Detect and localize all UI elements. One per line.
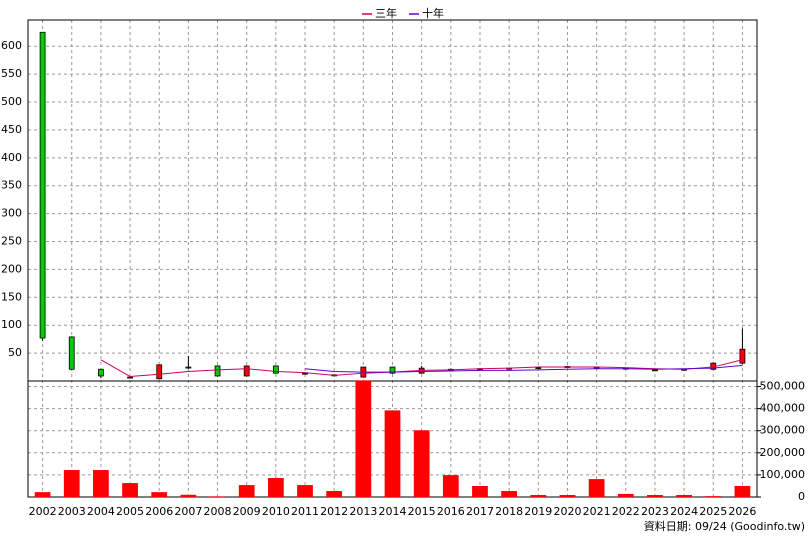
x-tick-label: 2018 bbox=[495, 505, 523, 518]
candle-body bbox=[302, 372, 308, 375]
volume-bar bbox=[530, 495, 547, 497]
volume-bar bbox=[238, 485, 255, 497]
y-tick-label: 400 bbox=[1, 151, 22, 164]
y-tick-label: 500 bbox=[1, 95, 22, 108]
legend-label: 三年 bbox=[375, 6, 397, 20]
candle-body bbox=[243, 365, 250, 377]
candle-body bbox=[39, 31, 46, 339]
x-tick-label: 2002 bbox=[29, 505, 57, 518]
volume-bar bbox=[297, 485, 313, 497]
x-tick-label: 2003 bbox=[58, 505, 86, 518]
x-tick-label: 2010 bbox=[262, 505, 290, 518]
volume-bar bbox=[63, 470, 80, 497]
volume-bar bbox=[209, 496, 226, 497]
x-tick-label: 2026 bbox=[728, 505, 756, 518]
y2-tick-label: 100,000 bbox=[760, 468, 806, 481]
ma-line bbox=[304, 364, 743, 373]
candle-body bbox=[68, 336, 75, 370]
volume-bar bbox=[588, 479, 605, 497]
candle-body bbox=[652, 369, 658, 372]
candle-body bbox=[98, 368, 104, 377]
x-tick-label: 2019 bbox=[524, 505, 552, 518]
volume-bar bbox=[267, 477, 284, 497]
y2-tick-label: 0 bbox=[798, 490, 805, 503]
y-tick-label: 350 bbox=[1, 179, 22, 192]
x-tick-label: 2006 bbox=[145, 505, 173, 518]
x-tick-label: 2023 bbox=[641, 505, 669, 518]
footer: 資料日期: 09/24 (Goodinfo.tw) bbox=[644, 519, 805, 533]
y-tick-label: 600 bbox=[1, 39, 22, 52]
y-tick-label: 300 bbox=[1, 207, 22, 220]
volume-bar bbox=[413, 430, 430, 497]
volume-bar bbox=[384, 410, 401, 497]
volume-bar bbox=[180, 494, 197, 497]
volume-bar bbox=[559, 495, 576, 497]
x-tick-label: 2016 bbox=[437, 505, 465, 518]
y-tick-label: 100 bbox=[1, 318, 22, 331]
y-tick-label: 250 bbox=[1, 235, 22, 248]
ma-line bbox=[100, 359, 743, 378]
x-tick-label: 2013 bbox=[349, 505, 377, 518]
volume-bar bbox=[34, 492, 51, 497]
candle-body bbox=[185, 366, 192, 369]
candle-body bbox=[272, 365, 279, 374]
y2-tick-label: 500,000 bbox=[760, 380, 806, 393]
volume-bar bbox=[355, 380, 372, 497]
legend-label: 十年 bbox=[422, 6, 444, 20]
x-tick-label: 2004 bbox=[87, 505, 115, 518]
volume-bar bbox=[705, 496, 722, 497]
x-tick-label: 2007 bbox=[174, 505, 202, 518]
candle-body bbox=[739, 348, 746, 364]
x-tick-label: 2011 bbox=[291, 505, 319, 518]
y-tick-label: 450 bbox=[1, 123, 22, 136]
x-tick-label: 2025 bbox=[699, 505, 727, 518]
candle-body bbox=[156, 364, 163, 380]
x-tick-label: 2024 bbox=[670, 505, 698, 518]
x-tick-label: 2022 bbox=[612, 505, 640, 518]
candle-body bbox=[214, 365, 221, 377]
volume-bar bbox=[442, 475, 459, 497]
candle-body bbox=[535, 367, 542, 370]
y-tick-label: 150 bbox=[1, 290, 22, 303]
volume-bar bbox=[93, 470, 109, 497]
y2-tick-label: 300,000 bbox=[760, 424, 806, 437]
x-tick-label: 2005 bbox=[116, 505, 144, 518]
volume-bar bbox=[501, 491, 518, 497]
volume-bar bbox=[326, 491, 343, 497]
candle-body bbox=[389, 366, 396, 374]
x-tick-label: 2017 bbox=[466, 505, 494, 518]
volume-bar bbox=[617, 493, 634, 497]
x-tick-label: 2008 bbox=[204, 505, 232, 518]
y2-tick-label: 400,000 bbox=[760, 402, 806, 415]
x-tick-label: 2014 bbox=[379, 505, 407, 518]
x-tick-label: 2021 bbox=[583, 505, 611, 518]
y2-tick-label: 200,000 bbox=[760, 446, 806, 459]
volume-bar bbox=[734, 485, 751, 497]
y-tick-label: 550 bbox=[1, 67, 22, 80]
volume-bar bbox=[122, 483, 138, 497]
volume-bar bbox=[472, 485, 488, 497]
y-tick-label: 50 bbox=[8, 346, 22, 359]
x-tick-label: 2012 bbox=[320, 505, 348, 518]
candle-body bbox=[127, 376, 133, 379]
x-tick-label: 2015 bbox=[408, 505, 436, 518]
x-tick-label: 2020 bbox=[553, 505, 581, 518]
volume-bar bbox=[676, 495, 692, 497]
volume-bar bbox=[151, 492, 168, 497]
y-tick-label: 200 bbox=[1, 262, 22, 275]
volume-bar bbox=[647, 495, 663, 497]
x-tick-label: 2009 bbox=[233, 505, 261, 518]
